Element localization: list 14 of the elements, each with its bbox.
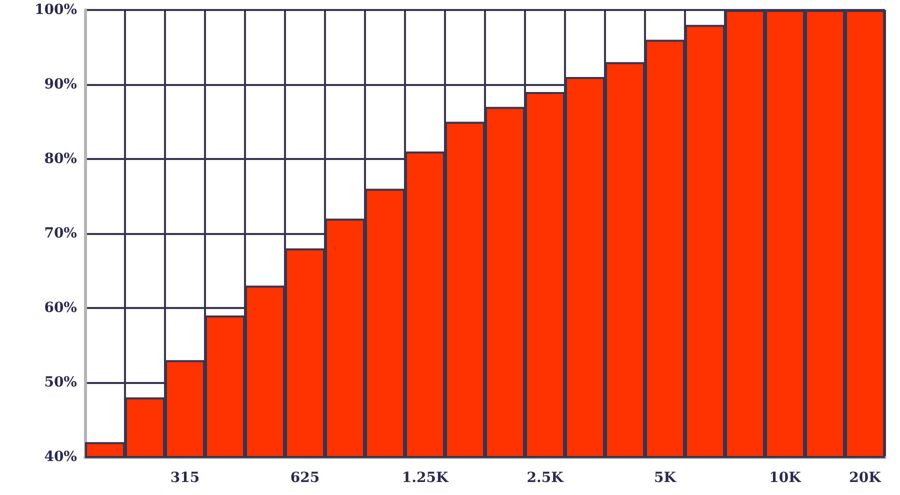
y-tick-label: 90% [44,76,77,92]
y-tick-label: 80% [44,151,77,167]
x-tick-label: 315 [170,470,200,486]
x-tick-label: 10K [769,470,802,486]
x-tick-label: 2.5K [526,470,564,486]
x-tick-label: 5K [654,470,677,486]
y-tick-label: 40% [44,449,77,465]
y-tick-label: 70% [44,226,77,242]
y-tick-label: 50% [44,374,77,390]
x-tick-label: 20K [849,470,882,486]
x-tick-label: 625 [290,470,320,486]
y-tick-label: 60% [44,300,77,316]
x-tick-label: 1.25K [402,470,449,486]
y-tick-label: 100% [34,2,77,18]
